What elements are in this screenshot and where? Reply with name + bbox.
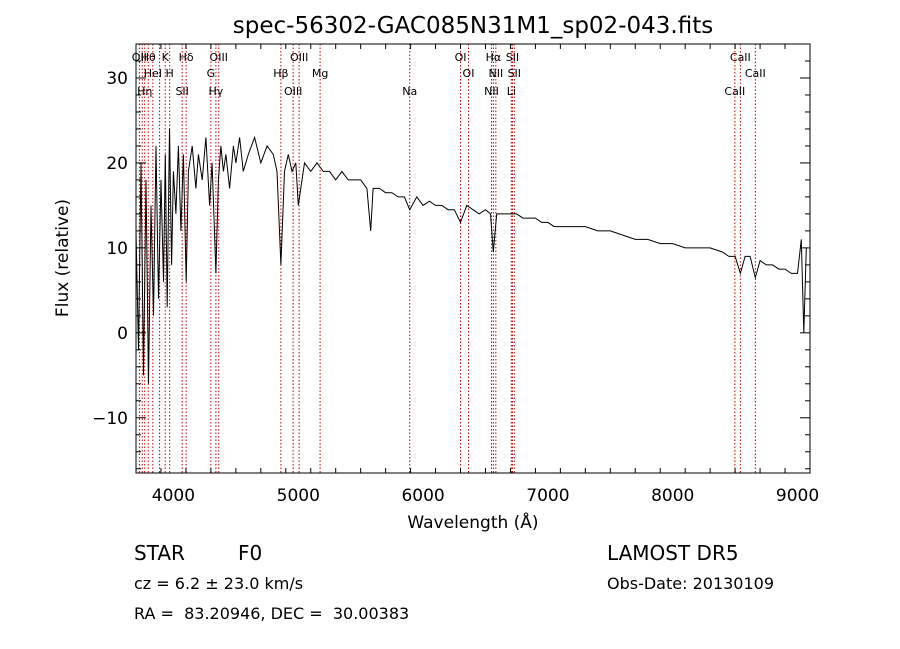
spectrum-line: [135, 128, 807, 384]
line-marker-label: H: [166, 67, 174, 80]
line-marker-label: Mg: [312, 67, 328, 80]
x-tick-label: 6000: [401, 486, 444, 506]
line-marker-label: OIII: [284, 85, 302, 98]
y-axis: −10 0 10 20 30: [92, 43, 810, 470]
line-marker-label: OI: [463, 67, 475, 80]
line-marker-label: OIII: [210, 51, 228, 64]
x-tick-label: 5000: [277, 486, 320, 506]
y-tick-label: 20: [106, 154, 128, 174]
x-axis: 4000 5000 6000 7000 8000 9000: [135, 44, 819, 506]
x-tick-label: 8000: [651, 486, 694, 506]
line-marker-label: CaII: [730, 51, 751, 64]
chart-title: spec-56302-GAC085N31M1_sp02-043.fits: [233, 13, 713, 39]
line-markers: [138, 44, 756, 473]
line-marker-label: Na: [402, 85, 417, 98]
y-axis-label: Flux (relative): [53, 199, 73, 317]
plot-frame: [135, 43, 811, 474]
line-marker-label: K: [162, 51, 170, 64]
line-marker-label: HeI: [144, 67, 162, 80]
line-marker-label: NII: [484, 85, 499, 98]
line-marker-label: Li: [507, 85, 516, 98]
observation-date: Obs-Date: 20130109: [607, 574, 775, 593]
y-tick-label: −10: [92, 409, 128, 429]
spectral-subclass: F0: [238, 541, 263, 565]
x-axis-label: Wavelength (Å): [407, 511, 538, 533]
line-marker-label: Hγ: [208, 85, 223, 98]
line-marker-label: Hη: [137, 85, 152, 98]
line-marker-label: SII: [506, 51, 519, 64]
redshift-info: cz = 6.2 ± 23.0 km/s: [134, 574, 304, 593]
line-marker-label: CaII: [724, 85, 745, 98]
line-marker-label: CaII: [745, 67, 766, 80]
x-tick-label: 7000: [526, 486, 569, 506]
line-marker-label: Hβ: [273, 67, 288, 80]
line-marker-label: Hα: [486, 51, 502, 64]
y-tick-label: 30: [106, 69, 128, 89]
y-tick-label: 0: [117, 324, 128, 344]
line-marker-label: G: [207, 67, 216, 80]
x-tick-label: 9000: [776, 486, 819, 506]
line-marker-label: OIII: [290, 51, 308, 64]
line-marker-label: Hθ: [141, 51, 156, 64]
line-marker-label: SII: [175, 85, 188, 98]
y-tick-label: 10: [106, 239, 128, 259]
line-marker-label: Hδ: [179, 51, 194, 64]
star-class: STAR: [134, 541, 185, 565]
survey-name: LAMOST DR5: [607, 541, 739, 565]
line-marker-labels: OIIHηHθHeIKHSIIHδGHγOIIIHβOIIIOIIIMgNaOI…: [132, 51, 766, 98]
x-tick-label: 4000: [152, 486, 195, 506]
line-marker-label: OI: [455, 51, 467, 64]
line-marker-label: NII: [488, 67, 503, 80]
line-marker-label: SII: [508, 67, 521, 80]
coordinates: RA = 83.20946, DEC = 30.00383: [134, 604, 410, 623]
